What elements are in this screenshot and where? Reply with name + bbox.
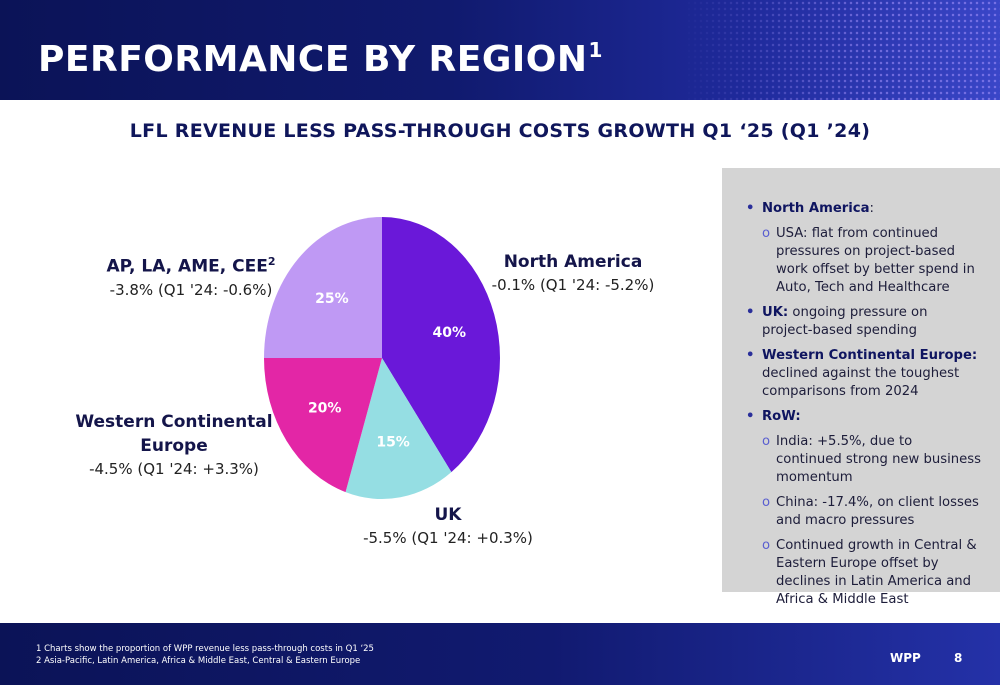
- bullet-marker: •: [746, 409, 755, 424]
- page-title: PERFORMANCE BY REGION1: [38, 38, 603, 80]
- region-value-wce: -4.5% (Q1 '24: +3.3%): [89, 460, 259, 478]
- pie-slice-north-america: [382, 217, 500, 473]
- footnote-1: 1 Charts show the proportion of WPP reve…: [36, 644, 374, 654]
- bullet-row: • RoW:: [746, 409, 801, 424]
- region-name-north-america: North America: [503, 252, 643, 272]
- footnote-2: 2 Asia-Pacific, Latin America, Africa & …: [36, 656, 361, 666]
- bullet-marker: •: [746, 201, 755, 216]
- dot-pattern-decoration: [680, 0, 1000, 100]
- bullet-uk: • UK: ongoing pressure on project-based s…: [746, 305, 928, 338]
- region-value-uk: -5.5% (Q1 '24: +0.3%): [363, 529, 533, 547]
- sub-bullet-marker: o: [762, 495, 771, 510]
- footer-bar: 1 Charts show the proportion of WPP reve…: [0, 623, 1000, 685]
- header-banner: PERFORMANCE BY REGION1: [0, 0, 1000, 100]
- pie-slice-percent-label: 25%: [315, 291, 349, 307]
- sub-bullet-cee: o Continued growth in Central & Eastern E…: [762, 538, 977, 607]
- pie-slice-percent-label: 20%: [308, 401, 342, 417]
- commentary-panel: • North America: o USA: flat from continue…: [722, 168, 1000, 607]
- region-label-western-continental-europe: Western Continental Europe -4.5% (Q1 '24…: [74, 410, 274, 480]
- bullet-north-america: • North America:: [746, 201, 874, 216]
- pie-slice-percent-label: 15%: [376, 435, 410, 451]
- sub-bullet-marker: o: [762, 434, 771, 449]
- pie-slice-ap-la-ame-cee: [264, 217, 382, 358]
- region-label-apla: AP, LA, AME, CEE2 -3.8% (Q1 '24: -0.6%): [96, 250, 286, 301]
- region-value-apla: -3.8% (Q1 '24: -0.6%): [109, 280, 273, 299]
- sub-bullet-marker: o: [762, 538, 771, 553]
- sub-bullet-china: o China: -17.4%, on client losses and mac…: [762, 495, 979, 528]
- pie-slice-western-continental-europe: [264, 358, 382, 493]
- region-name-wce-line2: Europe: [140, 436, 208, 456]
- pie-slice-uk: [345, 358, 452, 499]
- bullet-western-continental-europe: • Western Continental Europe: declined ag…: [746, 348, 978, 399]
- region-label-north-america: North America -0.1% (Q1 '24: -5.2%): [478, 250, 668, 296]
- region-name-uk: UK: [434, 505, 462, 525]
- region-name-apla: AP, LA, AME, CEE: [106, 256, 268, 277]
- sub-bullet-india: o India: +5.5%, due to continued strong n…: [762, 434, 981, 485]
- region-value-north-america: -0.1% (Q1 '24: -5.2%): [491, 276, 655, 294]
- chart-title: LFL REVENUE LESS PASS-THROUGH COSTS GROW…: [129, 120, 871, 142]
- sub-bullet-usa: o USA: flat from continued pressures on p…: [762, 226, 975, 295]
- page-number: 8: [954, 651, 963, 665]
- region-label-uk: UK -5.5% (Q1 '24: +0.3%): [348, 503, 548, 549]
- sub-bullet-marker: o: [762, 226, 771, 241]
- bullet-marker: •: [746, 305, 755, 320]
- wpp-logo: WPP: [890, 651, 921, 665]
- title-footnote-marker: 1: [588, 38, 603, 62]
- bullet-marker: •: [746, 348, 755, 363]
- region-footnote-marker: 2: [267, 255, 276, 268]
- pie-slice-percent-label: 40%: [433, 325, 467, 341]
- region-name-wce-line1: Western Continental: [75, 412, 273, 432]
